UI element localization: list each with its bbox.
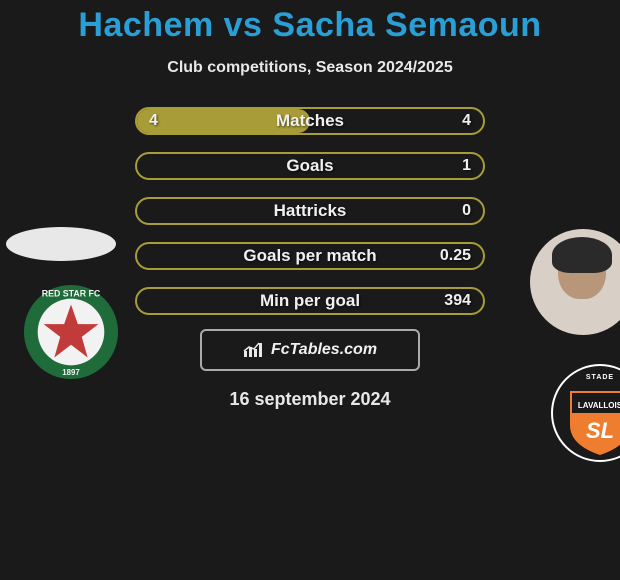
- stat-label: Matches: [276, 111, 344, 131]
- svg-text:STADE: STADE: [586, 374, 614, 381]
- stat-left-value: 4: [149, 112, 158, 130]
- comparison-card: Hachem vs Sacha Semaoun Club competition…: [0, 0, 620, 580]
- stat-label: Goals: [286, 156, 333, 176]
- stat-right-value: 0.25: [440, 247, 471, 265]
- player-left-avatar: [6, 227, 116, 261]
- svg-text:RED STAR FC: RED STAR FC: [42, 289, 101, 299]
- date-text: 16 september 2024: [229, 389, 390, 410]
- branding-text: FcTables.com: [271, 341, 377, 359]
- stat-row: Min per goal 394: [135, 287, 485, 315]
- bar-chart-icon: [243, 341, 265, 359]
- stat-label: Min per goal: [260, 291, 360, 311]
- page-title: Hachem vs Sacha Semaoun: [78, 6, 541, 45]
- stat-label: Goals per match: [243, 246, 376, 266]
- stat-row: Hattricks 0: [135, 197, 485, 225]
- stats-area: RED STAR FC 1897 LAVALLOIS SL STADE 4Mat…: [0, 107, 620, 315]
- stat-right-value: 1: [462, 157, 471, 175]
- stat-right-value: 394: [444, 292, 471, 310]
- stat-right-value: 0: [462, 202, 471, 220]
- club-right-badge: LAVALLOIS SL STADE: [550, 363, 620, 463]
- player-right-avatar: [530, 229, 620, 335]
- subtitle: Club competitions, Season 2024/2025: [167, 59, 452, 77]
- stat-row: Goals per match 0.25: [135, 242, 485, 270]
- club-left-badge: RED STAR FC 1897: [22, 283, 120, 381]
- stat-rows: 4 Matches 4 Goals 1 Hattricks 0 Goals per match…: [135, 107, 485, 315]
- stat-row: 4 Matches 4: [135, 107, 485, 135]
- svg-text:LAVALLOIS: LAVALLOIS: [578, 401, 620, 410]
- branding-badge: FcTables.com: [200, 329, 420, 371]
- stat-row: Goals 1: [135, 152, 485, 180]
- svg-text:1897: 1897: [62, 368, 80, 377]
- stat-label: Hattricks: [274, 201, 347, 221]
- stat-right-value: 4: [462, 112, 471, 130]
- svg-text:SL: SL: [586, 418, 614, 443]
